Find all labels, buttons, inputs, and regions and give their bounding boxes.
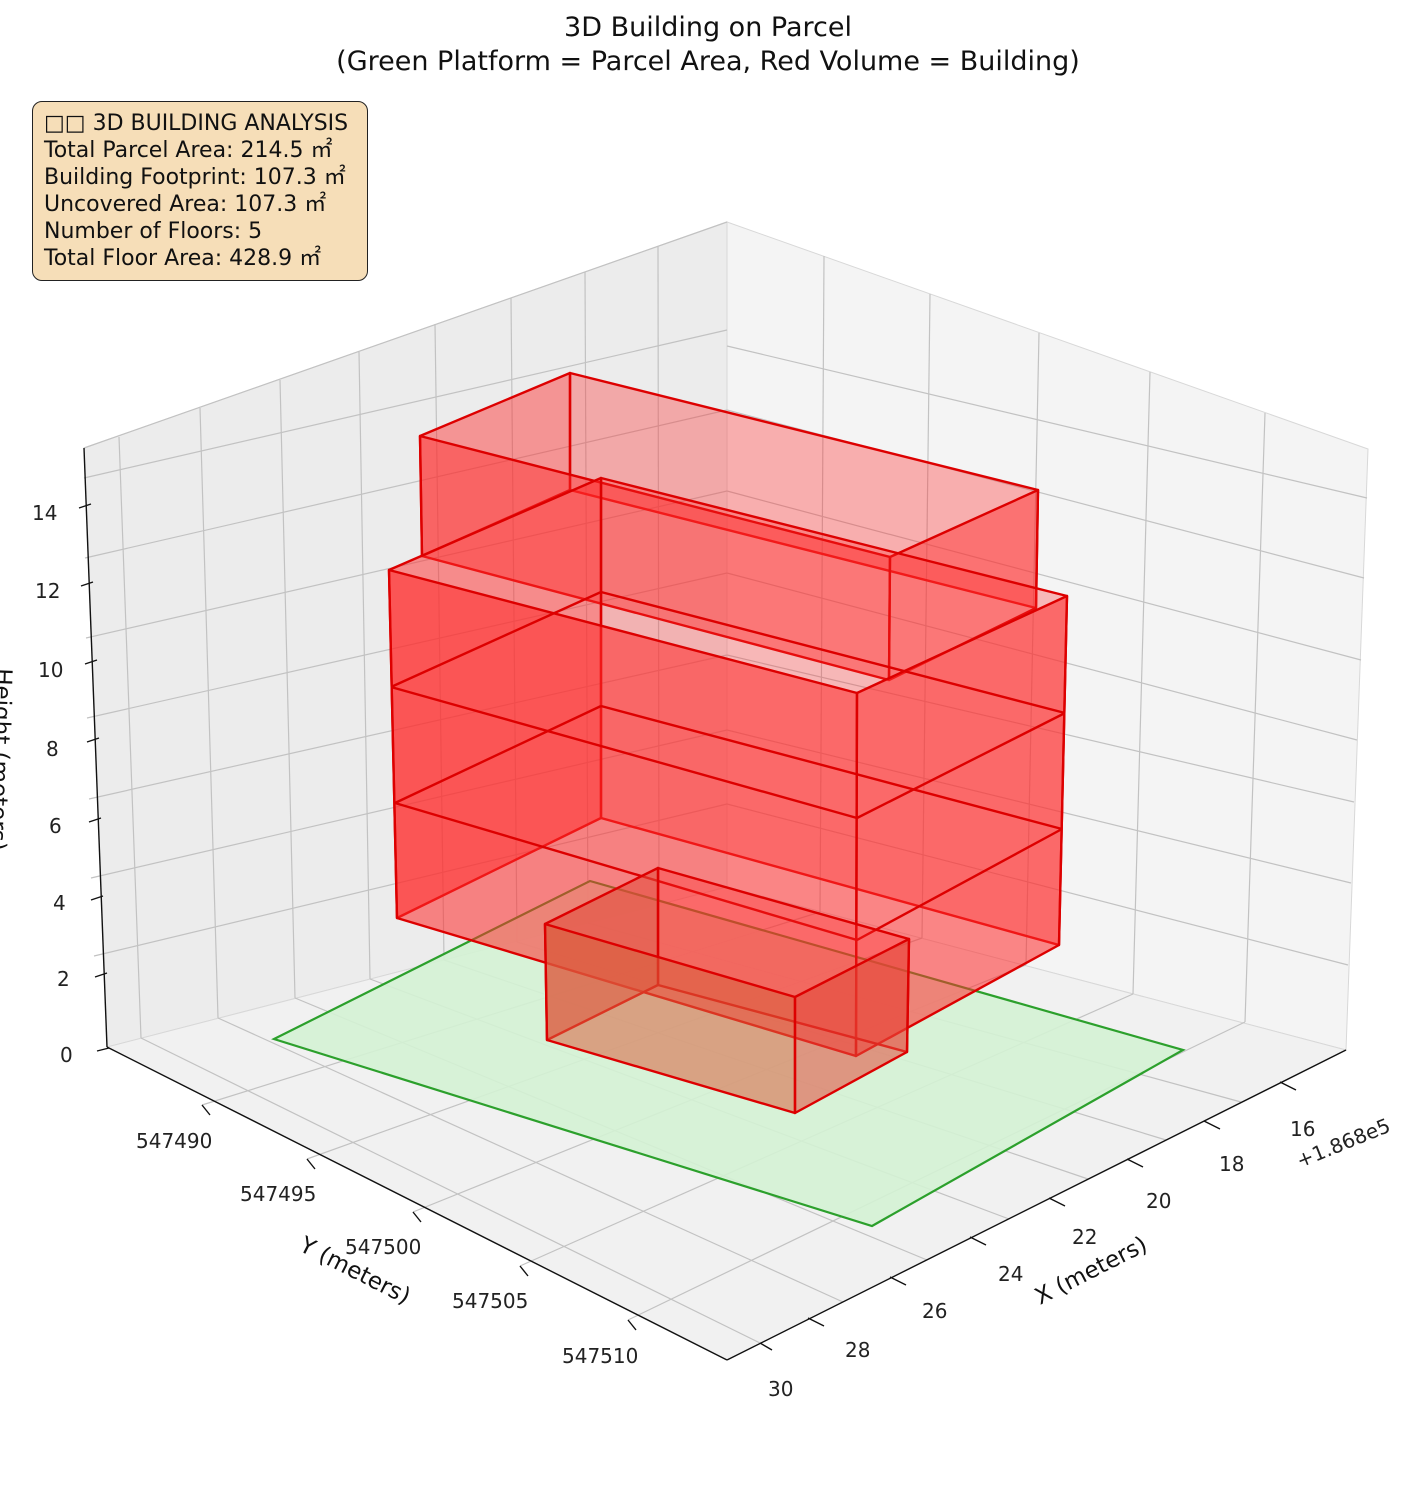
analysis-info-box: □□ 3D BUILDING ANALYSIS Total Parcel Are… <box>32 101 368 281</box>
building-volume <box>387 371 1069 1115</box>
x-tick-label: 16 <box>1290 1117 1315 1141</box>
x-tick-label: 28 <box>845 1338 870 1362</box>
x-axis-line <box>726 1049 1347 1361</box>
info-line-footprint: Building Footprint: 107.3 ㎡ <box>44 165 346 190</box>
floor-line-3 <box>600 590 1066 715</box>
z-tick-label: 12 <box>35 579 60 603</box>
floor-line-1 <box>390 685 858 820</box>
z-tick-labels: 0 2 4 6 8 10 12 14 <box>32 501 73 1067</box>
tick-marks <box>78 503 1297 1351</box>
y-tick-label: 547500 <box>345 1235 421 1259</box>
floor-line-7 <box>600 704 1063 831</box>
floor-line-2 <box>856 711 1066 820</box>
y-tick-label: 547495 <box>240 1182 316 1206</box>
chart-subtitle: (Green Platform = Parcel Area, Red Volum… <box>336 46 1080 77</box>
x-tick-label: 30 <box>768 1377 793 1401</box>
y-tick-label: 547490 <box>136 1129 212 1153</box>
y-tick-labels: 547490 547495 547500 547505 547510 <box>136 1129 638 1368</box>
info-line-floors: Number of Floors: 5 <box>44 219 263 244</box>
z-tick-label: 14 <box>32 501 57 525</box>
z-tick-label: 0 <box>60 1043 73 1067</box>
floor-line-6 <box>856 827 1063 942</box>
info-box-heading: □□ 3D BUILDING ANALYSIS <box>44 111 349 136</box>
building-lower-right <box>793 937 911 1115</box>
chart-title: 3D Building on Parcel <box>564 12 852 43</box>
z-axis-label: Height (meters) <box>0 668 16 851</box>
axes <box>83 447 1347 1361</box>
z-tick-label: 4 <box>53 891 66 915</box>
x-tick-label: 24 <box>998 1262 1023 1286</box>
floor-line-8 <box>394 704 602 805</box>
z-tick-label: 10 <box>38 658 63 682</box>
building-upper-right <box>887 488 1040 682</box>
info-line-uncovered: Uncovered Area: 107.3 ㎡ <box>44 192 327 217</box>
y-tick-label: 547510 <box>562 1344 638 1368</box>
x-tick-label: 20 <box>1146 1189 1171 1213</box>
x-tick-label: 18 <box>1219 1152 1244 1176</box>
y-tick-label: 547505 <box>452 1289 528 1313</box>
z-tick-label: 8 <box>46 737 59 761</box>
z-tick-label: 2 <box>57 967 70 991</box>
info-line-parcel-area: Total Parcel Area: 214.5 ㎡ <box>44 138 333 163</box>
z-axis-line <box>83 447 108 1048</box>
floor-line-4 <box>390 590 602 689</box>
z-tick-label: 6 <box>49 814 62 838</box>
floor-line-5 <box>394 801 858 942</box>
y-axis-line <box>106 1046 728 1361</box>
info-line-floor-area: Total Floor Area: 428.9 ㎡ <box>44 246 322 271</box>
x-tick-label: 22 <box>1072 1225 1097 1249</box>
x-tick-label: 26 <box>922 1299 947 1323</box>
